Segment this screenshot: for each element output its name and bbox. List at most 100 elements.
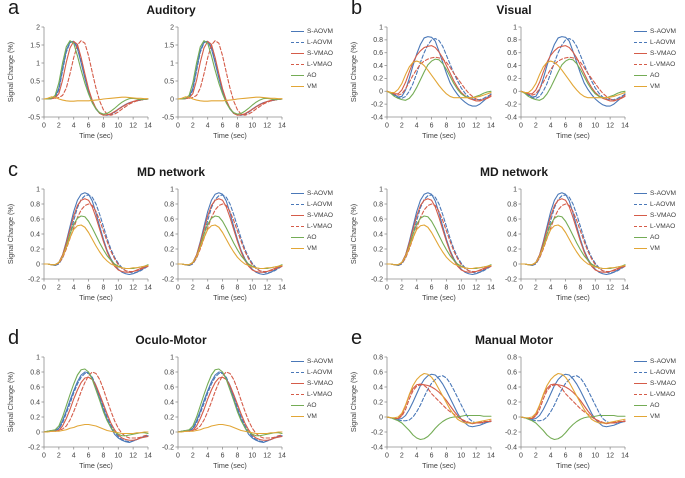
legend-item-AO: AO bbox=[634, 233, 676, 241]
y-tick-label: 0.8 bbox=[507, 37, 517, 44]
x-tick-label: 14 bbox=[621, 285, 629, 292]
series-L-VMAO bbox=[520, 203, 626, 273]
x-tick-label: 10 bbox=[457, 453, 465, 460]
legend-item-S-AOVM: S-AOVM bbox=[291, 357, 333, 365]
panel-auditory: a Auditory -0.5 0 0.5 1 1.5 2 0 2 4 6 8 10 12 14 Time … bbox=[0, 0, 342, 160]
x-tick-label: 0 bbox=[385, 285, 389, 292]
series-VM bbox=[386, 60, 492, 99]
legend-line-swatch bbox=[634, 74, 647, 76]
legend-item-L-VMAO: L-VMAO bbox=[634, 390, 676, 398]
legend-item-VM: VM bbox=[634, 82, 676, 90]
x-tick-label: 12 bbox=[129, 453, 137, 460]
x-tick-label: 0 bbox=[385, 453, 389, 460]
legend-item-L-AOVM: L-AOVM bbox=[634, 368, 676, 376]
axis-spines bbox=[386, 357, 491, 448]
legend-item-S-VMAO: S-VMAO bbox=[291, 379, 333, 387]
legend-item-VM: VM bbox=[634, 244, 676, 252]
legend-line-swatch bbox=[634, 382, 647, 384]
x-tick-label: 8 bbox=[444, 285, 448, 292]
axis-spines bbox=[520, 357, 625, 448]
x-tick-label: 6 bbox=[221, 285, 225, 292]
y-tick-label: 0.6 bbox=[507, 369, 517, 376]
legend-line-swatch bbox=[634, 360, 647, 362]
y-tick-label: 1 bbox=[36, 186, 40, 193]
y-tick-label: -0.4 bbox=[371, 444, 383, 451]
x-tick-label: 2 bbox=[534, 123, 538, 130]
x-tick-label: 12 bbox=[472, 123, 480, 130]
y-tick-label: 1 bbox=[170, 186, 174, 193]
x-tick-label: 8 bbox=[101, 453, 105, 460]
x-tick-label: 0 bbox=[176, 453, 180, 460]
x-tick-label: 14 bbox=[278, 123, 286, 130]
y-tick-label: 1 bbox=[379, 24, 383, 31]
legend-item-S-AOVM: S-AOVM bbox=[291, 27, 333, 35]
legend-label: L-VMAO bbox=[650, 390, 676, 398]
x-tick-label: 0 bbox=[519, 453, 523, 460]
x-tick-label: 10 bbox=[248, 123, 256, 130]
series-S-VMAO bbox=[177, 376, 283, 441]
y-tick-label: 0.4 bbox=[507, 63, 517, 70]
subplot-left: -0.4 -0.2 0 0.2 0.4 0.6 0.8 1 0 2 4 6 8 10 12 14 Time (s… bbox=[347, 19, 499, 152]
y-tick-label: 1.5 bbox=[164, 42, 174, 49]
subplot-right: -0.2 0 0.2 0.4 0.6 0.8 1 0 2 4 6 8 10 12 14 Time (sec) bbox=[156, 349, 290, 478]
y-tick-label: 0.5 bbox=[164, 78, 174, 85]
series-AO bbox=[386, 414, 492, 441]
x-axis-label: Time (sec) bbox=[422, 131, 456, 140]
legend-item-VM: VM bbox=[291, 412, 333, 420]
series-L-VMAO bbox=[177, 203, 283, 273]
y-tick-label: 0.2 bbox=[164, 246, 174, 253]
legend-label: AO bbox=[650, 71, 660, 79]
legend-label: S-VMAO bbox=[307, 49, 334, 57]
x-tick-label: 0 bbox=[176, 123, 180, 130]
x-tick-label: 8 bbox=[578, 123, 582, 130]
x-tick-label: 4 bbox=[549, 453, 553, 460]
legend-label: AO bbox=[307, 401, 317, 409]
subplot-right: -0.4 -0.2 0 0.2 0.4 0.6 0.8 0 2 4 6 8 10 12 14 Time (se… bbox=[499, 349, 633, 478]
series-S-AOVM bbox=[520, 373, 626, 428]
legend-item-S-VMAO: S-VMAO bbox=[634, 211, 676, 219]
legend-line-swatch bbox=[291, 85, 304, 87]
y-tick-label: 0.4 bbox=[30, 399, 40, 406]
legend-item-AO: AO bbox=[291, 71, 333, 79]
x-tick-label: 8 bbox=[101, 123, 105, 130]
series-L-AOVM bbox=[386, 375, 492, 424]
x-tick-label: 0 bbox=[385, 123, 389, 130]
x-axis-label: Time (sec) bbox=[422, 461, 456, 470]
x-tick-label: 10 bbox=[591, 285, 599, 292]
y-tick-label: 0 bbox=[36, 429, 40, 436]
x-tick-label: 4 bbox=[206, 285, 210, 292]
y-tick-label: 0.2 bbox=[507, 399, 517, 406]
legend-line-swatch bbox=[634, 203, 647, 205]
x-tick-label: 6 bbox=[564, 453, 568, 460]
legend-label: VM bbox=[650, 412, 660, 420]
x-tick-label: 10 bbox=[114, 453, 122, 460]
x-tick-label: 4 bbox=[206, 453, 210, 460]
y-tick-label: 0 bbox=[513, 261, 517, 268]
legend-label: L-AOVM bbox=[650, 368, 676, 376]
x-tick-label: 14 bbox=[487, 285, 495, 292]
subplot-right: -0.2 0 0.2 0.4 0.6 0.8 1 0 2 4 6 8 10 12 14 Time (sec) bbox=[156, 181, 290, 314]
legend-label: S-VMAO bbox=[650, 379, 677, 387]
x-tick-label: 10 bbox=[591, 453, 599, 460]
x-tick-label: 2 bbox=[534, 453, 538, 460]
x-tick-label: 14 bbox=[487, 453, 495, 460]
legend-label: L-AOVM bbox=[307, 200, 333, 208]
legend-line-swatch bbox=[291, 192, 304, 194]
legend-item-L-AOVM: L-AOVM bbox=[634, 200, 676, 208]
legend-line-swatch bbox=[634, 192, 647, 194]
series-AO bbox=[177, 368, 283, 437]
series-VM bbox=[386, 372, 492, 424]
legend-line-swatch bbox=[291, 360, 304, 362]
series-AO bbox=[177, 40, 283, 115]
y-tick-label: 1 bbox=[170, 60, 174, 67]
y-tick-label: 0 bbox=[36, 96, 40, 103]
x-tick-label: 14 bbox=[278, 285, 286, 292]
legend-line-swatch bbox=[634, 415, 647, 417]
legend-label: L-VMAO bbox=[650, 222, 676, 230]
legend-line-swatch bbox=[291, 214, 304, 216]
y-tick-label: -0.2 bbox=[371, 101, 383, 108]
